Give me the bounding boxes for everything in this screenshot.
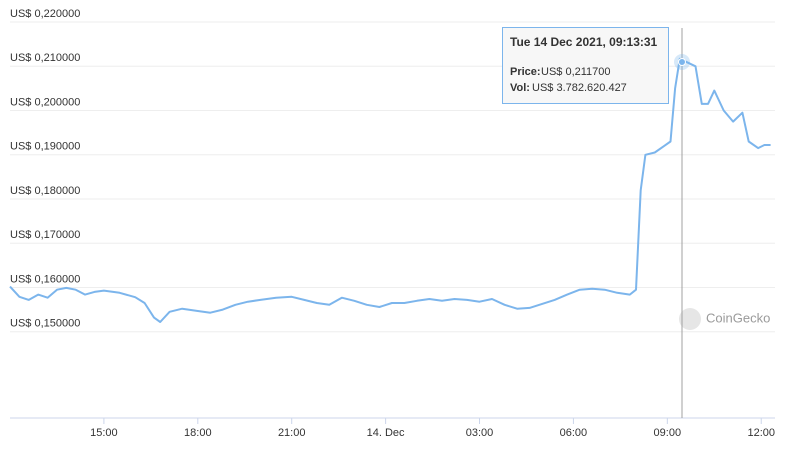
tooltip-price-label: Price: <box>510 66 541 78</box>
watermark-text: CoinGecko <box>706 310 770 325</box>
tooltip-vol: US$ 3.782.620.427 <box>532 82 627 94</box>
grid: US$ 0,150000 US$ 0,160000 US$ 0,170000 US$ … <box>10 8 775 439</box>
tooltip-price: US$ 0,211700 <box>541 66 611 78</box>
y-tick-label: US$ 0,210000 <box>10 52 80 64</box>
x-tick-label: 09:00 <box>654 427 682 439</box>
y-tick-label: US$ 0,220000 <box>10 8 80 20</box>
x-tick-label: 12:00 <box>747 427 775 439</box>
x-tick-label: 18:00 <box>184 427 212 439</box>
hover-point <box>678 58 686 66</box>
y-tick-label: US$ 0,160000 <box>10 273 80 285</box>
x-tick-label: 06:00 <box>560 427 588 439</box>
x-tick-label: 21:00 <box>278 427 306 439</box>
y-tick-label: US$ 0,150000 <box>10 318 80 330</box>
watermark: CoinGecko <box>679 308 770 330</box>
watermark-logo <box>679 308 701 330</box>
y-tick-label: US$ 0,200000 <box>10 96 80 108</box>
y-tick-label: US$ 0,180000 <box>10 185 80 197</box>
y-tick-label: US$ 0,190000 <box>10 141 80 153</box>
y-tick-label: US$ 0,170000 <box>10 229 80 241</box>
tooltip-box <box>502 27 669 104</box>
x-tick-label: 14. Dec <box>367 427 405 439</box>
x-tick-label: 03:00 <box>466 427 494 439</box>
x-tick-label: 15:00 <box>90 427 118 439</box>
tooltip-date: Tue 14 Dec 2021, 09:13:31 <box>510 35 658 49</box>
tooltip: Tue 14 Dec 2021, 09:13:31 Price: US$ 0,2… <box>502 27 669 104</box>
tooltip-vol-label: Vol: <box>510 82 530 94</box>
